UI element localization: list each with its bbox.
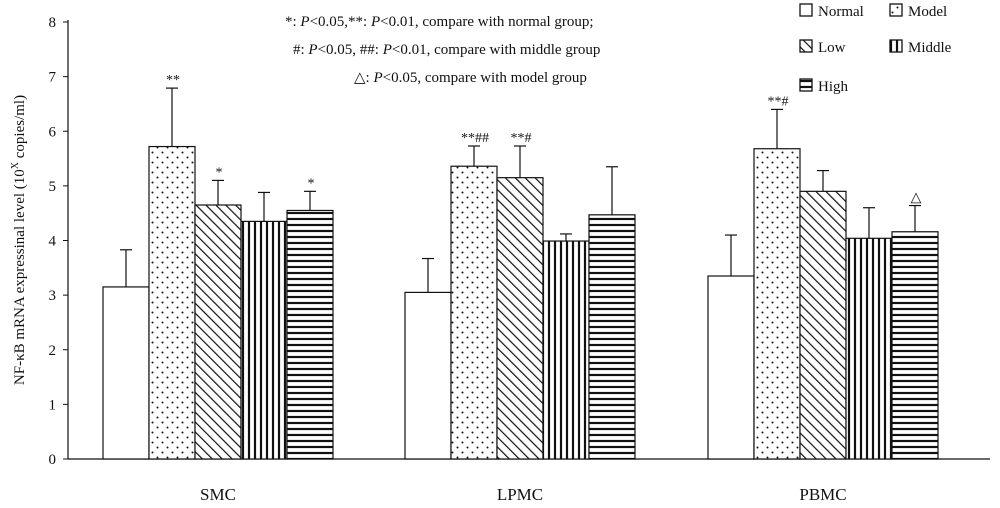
legend-label-normal: Normal	[818, 4, 864, 20]
y-tick-label: 1	[49, 397, 57, 413]
legend-label-low: Low	[818, 40, 846, 56]
bars	[102, 145, 939, 460]
y-tick-label: 5	[49, 179, 57, 195]
bar-middle-smc	[240, 220, 288, 460]
bar-middle-lpmc	[542, 240, 590, 460]
y-axis-ticks: 0 1 2 3 4 5 6 7 8	[49, 15, 68, 468]
bar-model-lpmc	[450, 165, 498, 460]
significance-label: **##	[461, 131, 489, 146]
annotation-1-text2: <0.01, compare with normal group;	[380, 14, 593, 30]
annotation-1-p2: P	[370, 14, 380, 30]
y-tick-label: 6	[49, 124, 57, 140]
annotation-line-2: #: P<0.05, ##: P<0.01, compare with midd…	[293, 42, 600, 58]
category-label-pbmc: PBMC	[799, 485, 846, 504]
bar-normal-pbmc	[707, 275, 755, 460]
legend-swatch-middle	[889, 39, 903, 53]
y-axis-label: NF-κB mRNA expressinal level (10X copies…	[10, 95, 28, 385]
annotation-1-symbol: *:	[285, 14, 300, 30]
category-label-smc: SMC	[200, 485, 236, 504]
bar-high-smc	[286, 209, 334, 460]
significance-label: **	[166, 73, 180, 88]
significance-labels: ******## **#**#△	[166, 73, 922, 205]
annotation-2-p2: P	[382, 42, 392, 58]
y-axis-title: NF-κB mRNA expressinal level (10X copies…	[10, 95, 28, 385]
annotation-line-1: *: P<0.05,**: P<0.01, compare with norma…	[285, 14, 594, 30]
bar-high-pbmc	[891, 231, 939, 460]
annotation-1-text: <0.05,**:	[310, 14, 371, 30]
y-axis-title-unit: copies/ml)	[12, 95, 28, 162]
legend-swatch-model	[889, 3, 903, 17]
error-bars	[120, 87, 921, 293]
legend-swatch-high	[799, 78, 813, 92]
significance-label: △	[911, 191, 922, 206]
annotation-3-symbol: △:	[354, 70, 373, 86]
annotation-2-symbol: #:	[293, 42, 308, 58]
bar-low-smc	[194, 204, 242, 460]
annotation-3-p: P	[372, 70, 382, 86]
bar-high-lpmc	[588, 214, 636, 460]
significance-label: *	[308, 176, 315, 191]
annotation-3-text: <0.05, compare with model group	[383, 70, 587, 86]
y-axis-title-exponent: X	[10, 161, 21, 169]
significance-annotation: *: P<0.05,**: P<0.01, compare with norma…	[285, 14, 600, 86]
legend-label-middle: Middle	[908, 40, 952, 56]
bar-middle-pbmc	[845, 237, 893, 460]
annotation-2-text2: <0.01, compare with middle group	[392, 42, 600, 58]
legend: Normal Model Low Middle High	[799, 3, 952, 95]
category-label-lpmc: LPMC	[497, 485, 543, 504]
y-tick-label: 4	[49, 234, 57, 250]
significance-label: **#	[511, 131, 532, 146]
y-tick-label: 7	[49, 70, 57, 86]
annotation-1-p: P	[299, 14, 309, 30]
bar-normal-smc	[102, 286, 150, 460]
annotation-2-text: <0.05, ##:	[318, 42, 383, 58]
legend-label-model: Model	[908, 4, 947, 20]
y-axis-title-main: NF-κB mRNA expressinal level (10	[12, 169, 28, 385]
legend-swatch-low	[799, 39, 813, 53]
annotation-line-3: △: P<0.05, compare with model group	[354, 70, 587, 86]
bar-low-lpmc	[496, 177, 544, 460]
bar-model-smc	[148, 145, 196, 460]
bar-model-pbmc	[753, 148, 801, 460]
annotation-2-p: P	[307, 42, 317, 58]
bar-low-pbmc	[799, 190, 847, 460]
legend-swatch-normal	[799, 3, 813, 17]
significance-label: *	[216, 165, 223, 180]
y-tick-label: 0	[49, 452, 57, 468]
category-labels: SMC LPMC PBMC	[200, 485, 847, 504]
bar-normal-lpmc	[404, 291, 452, 460]
y-tick-label: 2	[49, 343, 57, 359]
y-tick-label: 8	[49, 15, 57, 31]
significance-label: **#	[768, 94, 789, 109]
legend-label-high: High	[818, 79, 849, 95]
y-tick-label: 3	[49, 288, 57, 304]
